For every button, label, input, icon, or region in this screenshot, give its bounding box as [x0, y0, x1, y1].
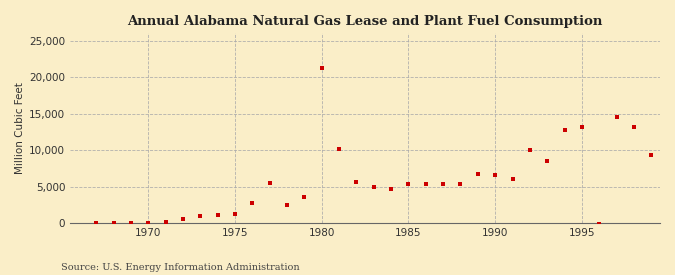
Title: Annual Alabama Natural Gas Lease and Plant Fuel Consumption: Annual Alabama Natural Gas Lease and Pla… — [128, 15, 603, 28]
Y-axis label: Million Cubic Feet: Million Cubic Feet — [15, 82, 25, 174]
Text: Source: U.S. Energy Information Administration: Source: U.S. Energy Information Administ… — [61, 263, 300, 272]
